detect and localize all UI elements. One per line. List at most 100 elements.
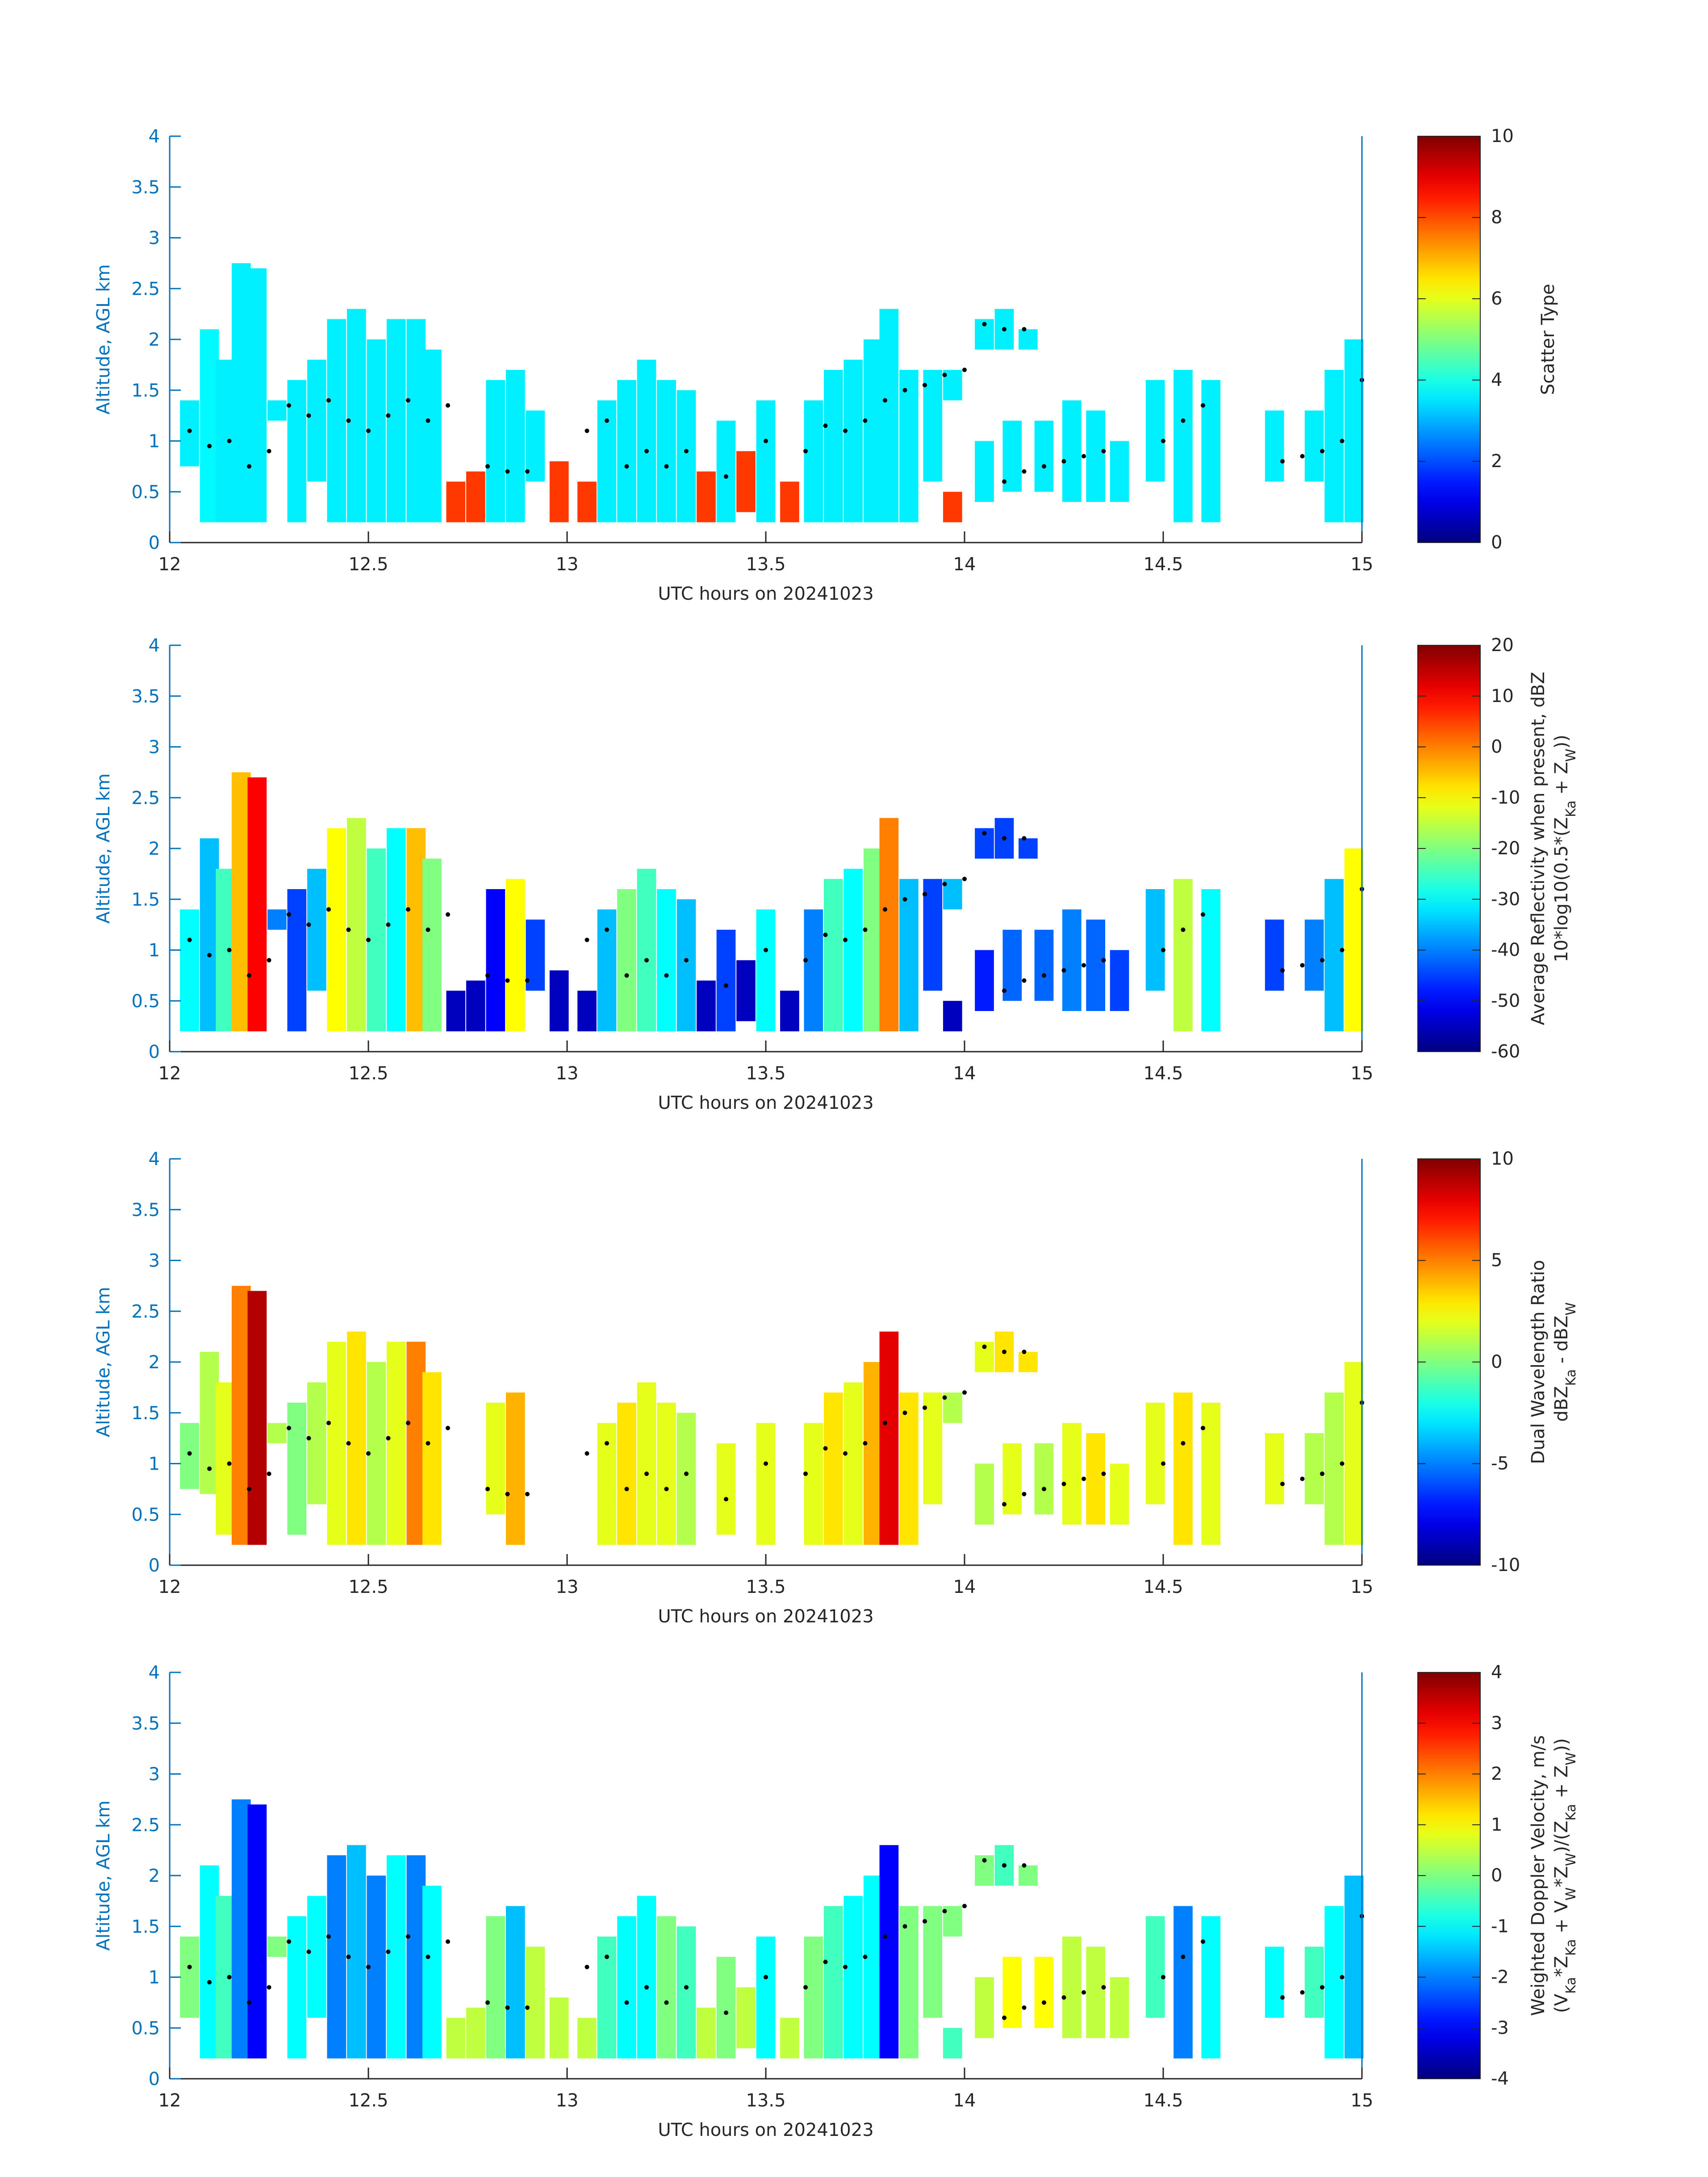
- x-tick-label: 14.5: [1143, 2090, 1183, 2111]
- track-point: [644, 1471, 649, 1476]
- data-column: [923, 879, 943, 991]
- track-point: [1320, 1471, 1324, 1476]
- track-point: [247, 1487, 251, 1492]
- track-point: [525, 469, 530, 474]
- track-point: [1181, 418, 1186, 423]
- data-column: [899, 1906, 919, 2059]
- formula-subscript: Ka: [1563, 1804, 1579, 1821]
- formula-text: )): [1551, 735, 1572, 748]
- y-tick-label: 1: [149, 1454, 160, 1475]
- track-point: [346, 928, 351, 932]
- data-column: [697, 471, 716, 522]
- track-point: [863, 928, 868, 932]
- track-point: [923, 383, 927, 388]
- track-point: [227, 1975, 232, 1980]
- track-point: [843, 1451, 848, 1456]
- track-point: [247, 973, 251, 978]
- track-point: [684, 1985, 689, 1990]
- x-axis-label: UTC hours on 20241023: [658, 1093, 873, 1113]
- data-column: [1324, 879, 1344, 1032]
- track-point: [1022, 1863, 1027, 1868]
- track-point: [287, 403, 291, 408]
- y-tick-label: 3: [149, 1251, 160, 1271]
- track-point: [247, 2000, 251, 2005]
- data-column: [1110, 1977, 1129, 2038]
- y-axis-label: Altitude, AGL km: [93, 1801, 114, 1951]
- data-column: [804, 909, 823, 1032]
- track-point: [267, 1985, 271, 1990]
- x-tick-label: 14.5: [1143, 1577, 1183, 1597]
- y-tick-label: 4: [149, 1663, 160, 1683]
- track-point: [287, 1425, 291, 1430]
- track-point: [525, 2005, 530, 2010]
- data-column: [267, 400, 287, 421]
- y-tick-label: 1.5: [131, 1917, 160, 1937]
- track-point: [1280, 1995, 1285, 2000]
- data-column: [879, 309, 899, 522]
- track-point: [823, 423, 828, 428]
- track-point: [1022, 1350, 1027, 1354]
- track-point: [1300, 963, 1305, 968]
- track-point: [863, 1441, 868, 1446]
- cloud-top-track: [187, 831, 1364, 993]
- track-point: [942, 882, 947, 886]
- colorbar-tick-label: 10: [1491, 686, 1514, 706]
- x-tick-label: 15: [1351, 554, 1374, 575]
- data-column: [1304, 919, 1324, 991]
- track-point: [446, 1425, 450, 1430]
- data-column: [1086, 410, 1106, 502]
- y-tick-label: 2.5: [131, 788, 160, 808]
- y-tick-label: 2: [149, 839, 160, 859]
- formula-subscript: W: [1563, 1853, 1579, 1866]
- data-column: [1265, 1433, 1284, 1504]
- track-point: [267, 449, 271, 454]
- data-column: [943, 1001, 962, 1032]
- data-column: [386, 828, 406, 1032]
- data-column: [1002, 930, 1022, 1001]
- data-column: [780, 2018, 799, 2059]
- track-point: [306, 1949, 311, 1954]
- data-column: [975, 950, 994, 1011]
- formula-subscript: Ka: [1563, 1939, 1579, 1956]
- formula-subscript: W: [1563, 748, 1579, 762]
- x-tick-label: 13.5: [746, 2090, 785, 2111]
- y-tick-label: 1: [149, 940, 160, 961]
- track-point: [1042, 464, 1046, 469]
- track-point: [485, 464, 490, 469]
- data-column: [617, 380, 636, 522]
- x-tick-label: 12: [159, 1577, 181, 1597]
- track-point: [1340, 948, 1345, 953]
- data-column: [844, 1896, 863, 2059]
- track-point: [1340, 1461, 1345, 1466]
- y-tick-label: 0.5: [131, 991, 160, 1011]
- track-point: [902, 388, 907, 393]
- y-tick-label: 4: [149, 126, 160, 147]
- data-column: [549, 461, 569, 522]
- track-point: [843, 428, 848, 433]
- track-point: [287, 1939, 291, 1944]
- data-column: [267, 909, 287, 930]
- y-axis-label: Altitude, AGL km: [93, 264, 114, 415]
- track-point: [1181, 928, 1186, 932]
- track-point: [664, 973, 669, 978]
- track-point: [1101, 958, 1106, 963]
- track-point: [1022, 469, 1027, 474]
- x-tick-label: 14: [953, 1063, 976, 1084]
- track-point: [366, 428, 371, 433]
- data-column: [863, 1362, 883, 1545]
- data-column: [526, 919, 545, 991]
- data-column: [756, 400, 776, 522]
- track-point: [902, 1410, 907, 1415]
- data-column: [657, 380, 676, 522]
- track-point: [346, 1441, 351, 1446]
- track-point: [1101, 1985, 1106, 1990]
- x-tick-label: 12.5: [348, 1577, 388, 1597]
- colorbar-tick-label: 8: [1491, 207, 1502, 228]
- track-point: [406, 398, 410, 403]
- y-tick-label: 1: [149, 431, 160, 452]
- y-tick-label: 1.5: [131, 1403, 160, 1424]
- track-point: [227, 1461, 232, 1466]
- track-point: [605, 418, 609, 423]
- x-axis-label: UTC hours on 20241023: [658, 1606, 873, 1627]
